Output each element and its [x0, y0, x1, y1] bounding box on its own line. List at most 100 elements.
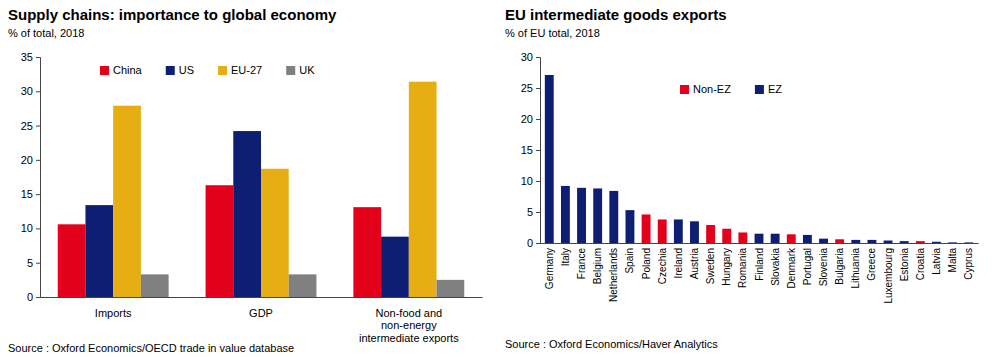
x-tick: Slovakia [770, 248, 781, 286]
x-tick: Portugal [802, 248, 813, 285]
chart-panel: Supply chains: importance to global econ… [8, 6, 483, 354]
x-tick: Hungary [721, 248, 732, 286]
bar [609, 191, 618, 243]
x-axis-line [41, 297, 483, 298]
x-tick: GDP [249, 307, 273, 319]
x-tick: Imports [95, 307, 132, 319]
bar [206, 185, 234, 297]
x-tick: Denmark [786, 247, 797, 289]
x-tick: Malta [947, 248, 958, 273]
chart-subtitle: % of EU total, 2018 [505, 27, 600, 39]
legend-item: Non-EZ [680, 83, 731, 95]
legend-item: US [166, 64, 194, 76]
x-tick-label: Malta [947, 248, 958, 273]
y-tick-label: 0 [527, 237, 533, 249]
y-axis: 051015202530 [521, 51, 541, 249]
y-tick-label: 10 [21, 222, 33, 234]
y-tick-mark [36, 228, 40, 229]
y-axis-line [536, 58, 541, 244]
legend-item: EU-27 [218, 64, 262, 76]
x-tick-label: Slovakia [770, 248, 781, 286]
legend-swatch [755, 85, 764, 94]
y-tick: 25 [521, 82, 540, 94]
x-tick: Czechia [657, 248, 668, 285]
y-tick-mark [36, 57, 40, 58]
x-tick: Finland [754, 248, 765, 281]
bar [755, 234, 764, 243]
x-tick-label-line: Non-food and [375, 307, 442, 319]
legend-swatch [218, 66, 227, 75]
bar [545, 75, 554, 243]
legend-swatch [286, 66, 295, 75]
x-tick: Bulgaria [834, 248, 845, 285]
chart-subtitle: % of total, 2018 [8, 27, 84, 39]
x-tick-label: Romania [737, 248, 748, 288]
x-tick-label: Sweden [705, 248, 716, 284]
bar [948, 242, 957, 243]
x-tick: Romania [737, 248, 748, 288]
x-tick-label: Czechia [657, 248, 668, 285]
chart-title: Supply chains: importance to global econ… [8, 6, 337, 23]
y-tick: 30 [521, 51, 540, 63]
y-tick: 20 [21, 154, 40, 166]
y-tick-label: 30 [521, 51, 533, 63]
x-tick: Ireland [673, 248, 684, 279]
bar [261, 169, 289, 297]
bar [690, 221, 699, 243]
legend-swatch [166, 66, 175, 75]
bar [642, 214, 651, 243]
x-tick-label-line: intermediate exports [359, 332, 459, 344]
x-tick: Croatia [915, 248, 926, 281]
y-tick-label: 25 [21, 120, 33, 132]
y-tick-label: 5 [27, 257, 33, 269]
legend: China US EU-27 UK [100, 64, 315, 76]
bar [803, 235, 812, 243]
legend-item: China [100, 64, 143, 76]
y-tick-mark [36, 126, 40, 127]
plot-marks [545, 75, 973, 243]
y-tick-label: 15 [521, 144, 533, 156]
bar [706, 225, 715, 243]
legend-label: US [179, 64, 194, 76]
plot-marks [58, 82, 465, 297]
legend-item: EZ [755, 83, 782, 95]
x-tick-label: Austria [689, 248, 700, 280]
x-tick: Sweden [705, 248, 716, 284]
x-axis: ImportsGDPNon-food andnon-energyintermed… [41, 298, 483, 345]
bar [932, 242, 941, 243]
y-axis-line [36, 58, 41, 298]
legend-label: UK [299, 64, 315, 76]
x-tick-label: Greece [866, 248, 877, 281]
x-tick-label: Netherlands [608, 248, 619, 302]
x-tick-label: France [576, 248, 587, 280]
y-tick: 30 [21, 85, 40, 97]
x-tick: Spain [624, 248, 635, 274]
bar [593, 188, 602, 243]
bar [289, 274, 317, 297]
x-tick-label: Estonia [899, 248, 910, 282]
x-tick: Estonia [899, 248, 910, 282]
y-tick-label: 20 [521, 113, 533, 125]
y-tick-mark [36, 160, 40, 161]
y-tick-label: 35 [21, 51, 33, 63]
bar [722, 229, 731, 243]
x-axis: GermanyItalyFranceBelgiumNetherlandsSpai… [541, 244, 979, 304]
chart-figure: Supply chains: importance to global econ… [0, 0, 993, 357]
x-tick-label: Spain [624, 248, 635, 274]
bar [85, 205, 113, 297]
x-tick-label: GDP [249, 307, 273, 319]
y-tick: 25 [21, 120, 40, 132]
y-tick-label: 30 [21, 85, 33, 97]
x-tick: Cyprus [963, 248, 974, 280]
x-tick-label: Ireland [673, 248, 684, 279]
y-tick-label: 10 [521, 175, 533, 187]
x-tick-label: Slovenia [818, 248, 829, 287]
y-tick-label: 0 [27, 291, 33, 303]
y-tick-mark [36, 91, 40, 92]
x-tick-label: Latvia [931, 248, 942, 275]
y-tick: 0 [27, 291, 40, 303]
x-tick-label: Poland [641, 248, 652, 279]
chart-source: Source : Oxford Economics/Haver Analytic… [505, 338, 718, 350]
bar [835, 239, 844, 243]
y-tick-mark [536, 88, 540, 89]
